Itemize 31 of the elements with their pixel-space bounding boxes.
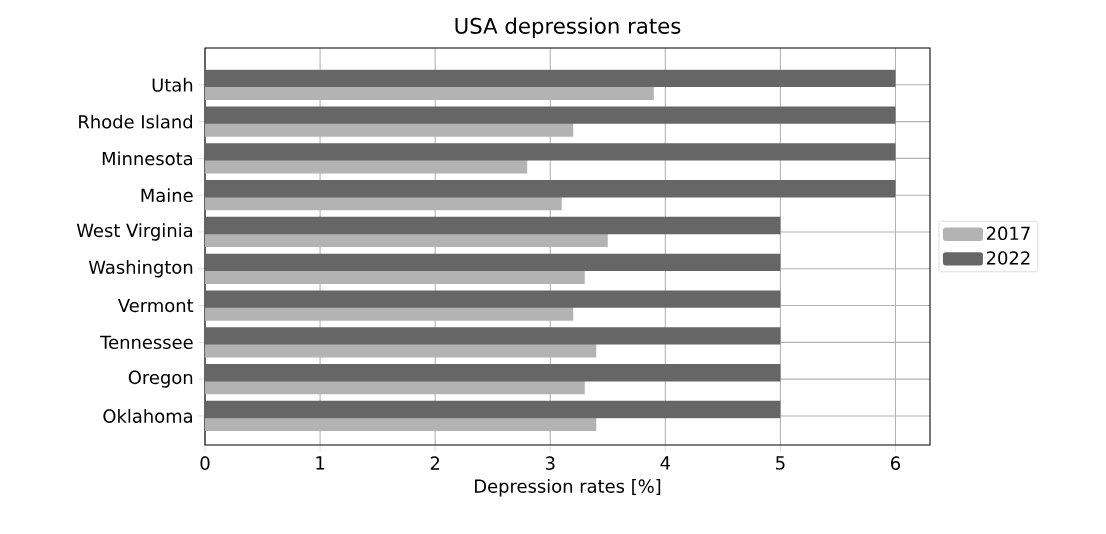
y-tick-label: Washington <box>88 260 193 278</box>
x-tick-label: 6 <box>891 456 901 470</box>
y-tick-label: Tennessee <box>100 335 193 350</box>
y-tick-label: Oregon <box>128 370 193 388</box>
y-tick-label: Oklahoma <box>103 409 193 423</box>
y-tick-label: West Virginia <box>76 223 193 241</box>
legend-label: 2022 <box>986 251 1030 265</box>
y-tick-label: Vermont <box>117 298 194 313</box>
bar <box>205 106 896 124</box>
chart-title: USA depression rates <box>455 17 681 39</box>
y-tick-label: Minnesota <box>102 151 193 166</box>
x-tick-label: 4 <box>660 456 671 470</box>
legend-label: 2017 <box>986 226 1030 241</box>
y-tick-label: Maine <box>141 188 193 203</box>
bar <box>205 253 781 271</box>
y-tick-label: Rhode Island <box>79 114 193 129</box>
bar <box>205 290 781 308</box>
x-tick-label: 3 <box>545 456 555 470</box>
x-tick-label: 5 <box>776 456 785 470</box>
x-axis-title: Depression rates [%] <box>475 479 661 497</box>
bar <box>205 69 896 88</box>
x-tick-label: 2 <box>430 456 440 470</box>
bar <box>205 143 896 161</box>
x-tick-label: 0 <box>200 456 210 470</box>
bar <box>205 180 896 198</box>
bar <box>205 327 781 345</box>
bar <box>205 400 781 419</box>
y-tick-label: Utah <box>152 77 193 92</box>
bar <box>205 364 781 382</box>
bar <box>205 216 781 235</box>
x-tick-label: 1 <box>316 456 325 470</box>
